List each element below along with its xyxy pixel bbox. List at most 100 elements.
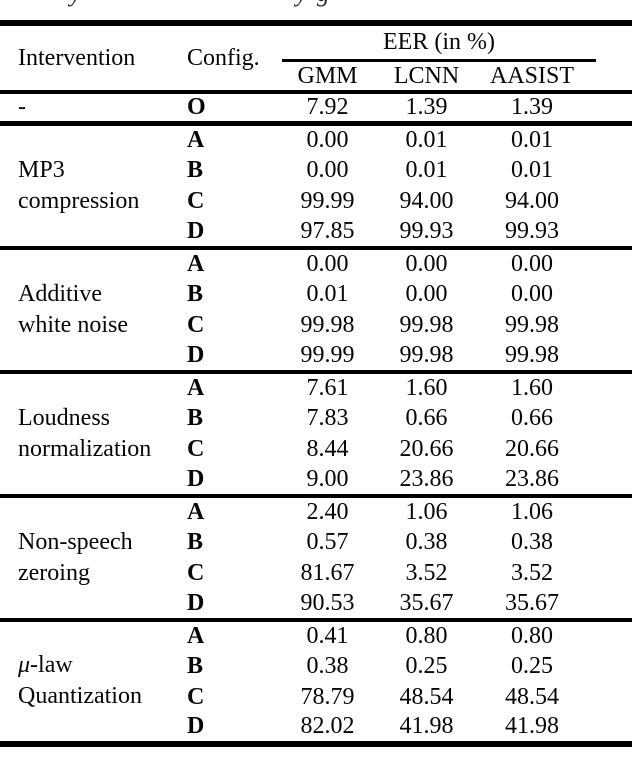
intervention-cell: MP3 compression xyxy=(0,124,182,248)
caption-fragment: y y g xyxy=(0,0,632,8)
caption-descender: g xyxy=(317,0,330,6)
eer-value-gmm: 0.41 xyxy=(306,622,349,649)
eer-value-aasist: 3.52 xyxy=(511,559,553,586)
table-row: μ-law Quantization A 0.41 0.80 0.80 xyxy=(0,620,632,710)
config-cell: B xyxy=(187,280,204,307)
intervention-label: μ-law Quantization xyxy=(18,652,142,709)
eer-value-aasist: 99.93 xyxy=(505,217,559,244)
eer-value-lcnn: 1.06 xyxy=(405,498,448,525)
table-row: D 82.02 41.98 41.98 xyxy=(0,713,632,744)
config-cell: D xyxy=(187,341,205,368)
eer-value-gmm: 0.01 xyxy=(306,280,349,307)
eer-value-gmm: 97.85 xyxy=(300,217,355,244)
eer-value-lcnn: 35.67 xyxy=(399,589,454,616)
table-row: D 90.53 35.67 35.67 xyxy=(0,589,632,620)
eer-value-lcnn: 1.60 xyxy=(405,374,448,401)
caption-descender: y xyxy=(296,0,307,6)
config-cell: D xyxy=(187,217,205,244)
eer-value-aasist: 41.98 xyxy=(505,713,559,739)
table-row: C 99.98 99.98 99.98 xyxy=(0,310,632,341)
table-row: Loudness normalization A 7.61 1.60 1.60 xyxy=(0,372,632,462)
header-intervention: Intervention xyxy=(18,44,136,71)
eer-value-gmm: 0.00 xyxy=(306,250,349,277)
section-additive-white-noise: Additive white noise A 0.00 0.00 0.00 B … xyxy=(0,247,632,372)
section-mu-law-quantization: μ-law Quantization A 0.41 0.80 0.80 B 0.… xyxy=(0,619,632,744)
filler-cell xyxy=(596,92,632,124)
eer-value-aasist: 20.66 xyxy=(505,435,559,462)
eer-value-aasist: 0.25 xyxy=(511,652,553,679)
eer-value-aasist: 94.00 xyxy=(505,187,559,214)
eer-value-lcnn: 99.98 xyxy=(399,341,454,368)
config-cell: A xyxy=(187,250,205,277)
eer-value-aasist: 99.98 xyxy=(505,341,559,368)
config-cell: B xyxy=(187,156,204,183)
eer-value-aasist: 35.67 xyxy=(505,589,559,616)
eer-value-gmm: 99.99 xyxy=(300,187,355,214)
eer-value-gmm: 9.00 xyxy=(306,465,349,492)
eer-value-gmm: 7.92 xyxy=(306,94,349,120)
eer-value-gmm: 0.00 xyxy=(306,156,349,183)
eer-value-aasist: 0.01 xyxy=(511,156,553,183)
caption-descender: y xyxy=(70,0,81,6)
header-config: Config. xyxy=(187,44,260,71)
eer-value-lcnn: 0.38 xyxy=(405,528,448,555)
filler-cell xyxy=(596,620,632,744)
eer-value-lcnn: 1.39 xyxy=(405,94,448,120)
table-row: D 99.99 99.98 99.98 xyxy=(0,341,632,372)
table-row: B 0.57 0.38 0.38 xyxy=(0,527,632,558)
table-row: - O 7.92 1.39 1.39 xyxy=(0,92,632,124)
config-cell: B xyxy=(187,652,204,679)
eer-value-gmm: 0.57 xyxy=(306,528,349,555)
eer-value-lcnn: 41.98 xyxy=(399,713,454,739)
eer-value-lcnn: 48.54 xyxy=(399,683,454,710)
eer-value-lcnn: 20.66 xyxy=(399,435,454,462)
section-baseline: - O 7.92 1.39 1.39 xyxy=(0,92,632,124)
eer-value-lcnn: 3.52 xyxy=(405,559,448,586)
eer-value-aasist: 99.98 xyxy=(505,311,559,338)
eer-value-gmm: 2.40 xyxy=(306,498,349,525)
config-cell: C xyxy=(187,559,205,586)
eer-value-gmm: 0.00 xyxy=(306,126,349,153)
intervention-cell: μ-law Quantization xyxy=(0,620,182,744)
eer-value-gmm: 0.38 xyxy=(306,652,349,679)
intervention-cell: - xyxy=(18,94,26,120)
intervention-cell: Additive white noise xyxy=(0,248,182,372)
config-cell: A xyxy=(187,126,205,153)
config-cell: C xyxy=(187,683,205,710)
intervention-label: Loudness normalization xyxy=(18,404,152,462)
section-non-speech-zeroing: Non-speech zeroing A 2.40 1.06 1.06 B 0.… xyxy=(0,495,632,620)
table-row: Non-speech zeroing A 2.40 1.06 1.06 xyxy=(0,496,632,586)
config-cell: O xyxy=(187,94,206,120)
eer-value-aasist: 1.60 xyxy=(511,374,553,401)
eer-value-gmm: 81.67 xyxy=(300,559,355,586)
table-row: MP3 compression A 0.00 0.01 0.01 xyxy=(0,124,632,214)
intervention-label: Non-speech zeroing xyxy=(18,528,133,586)
eer-value-aasist: 1.39 xyxy=(511,94,553,120)
eer-value-aasist: 0.38 xyxy=(511,528,553,555)
eer-value-lcnn: 0.01 xyxy=(405,156,448,183)
config-cell: A xyxy=(187,498,205,525)
header-model-aasist: AASIST xyxy=(489,62,574,89)
eer-value-aasist: 0.80 xyxy=(511,622,553,649)
config-cell: B xyxy=(187,528,204,555)
section-mp3-compression: MP3 compression A 0.00 0.01 0.01 B 0.00 … xyxy=(0,123,632,248)
eer-value-gmm: 99.99 xyxy=(300,341,355,368)
eer-value-lcnn: 99.93 xyxy=(399,217,454,244)
eer-value-aasist: 48.54 xyxy=(505,683,559,710)
eer-value-lcnn: 0.00 xyxy=(405,280,448,307)
eer-value-gmm: 8.44 xyxy=(306,435,349,462)
table-row: B 0.01 0.00 0.00 xyxy=(0,279,632,310)
table-row: C 99.99 94.00 94.00 xyxy=(0,186,632,217)
config-cell: A xyxy=(187,622,205,649)
table-header: Intervention Config. EER (in %) GMM LCNN… xyxy=(0,23,632,92)
config-cell: C xyxy=(187,435,205,462)
intervention-label: MP3 compression xyxy=(18,156,140,214)
config-cell: C xyxy=(187,311,205,338)
eer-value-aasist: 0.00 xyxy=(511,250,553,277)
table-row: B 7.83 0.66 0.66 xyxy=(0,403,632,434)
config-cell: D xyxy=(187,713,205,739)
header-model-gmm: GMM xyxy=(297,62,358,89)
config-cell: A xyxy=(187,374,205,401)
header-eer-label: EER (in %) xyxy=(282,26,596,62)
